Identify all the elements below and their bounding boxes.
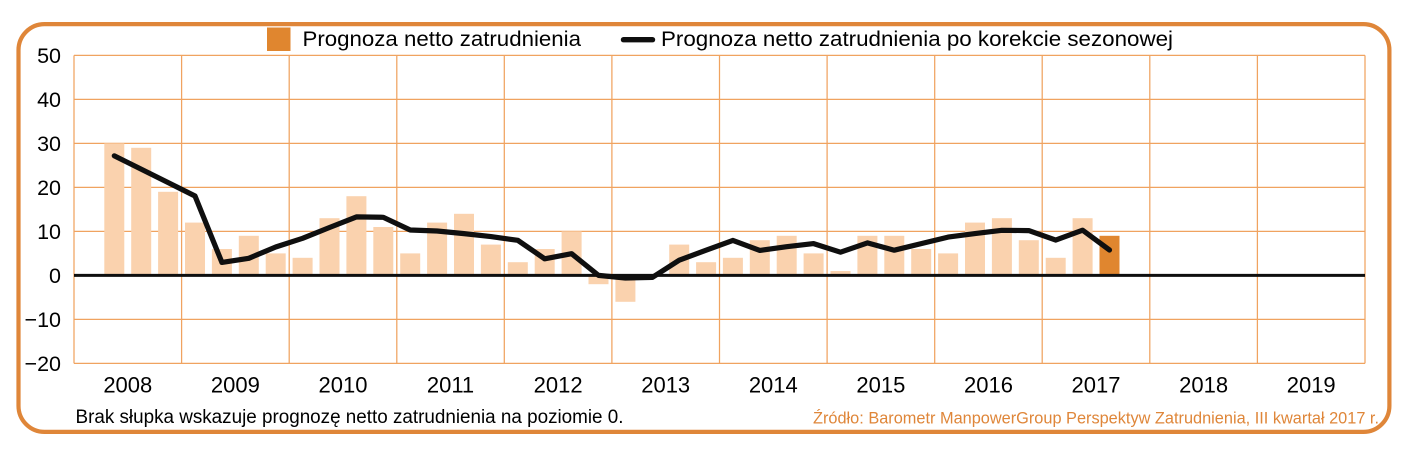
svg-text:30: 30 <box>37 132 61 156</box>
svg-text:50: 50 <box>37 44 61 68</box>
svg-text:2012: 2012 <box>534 372 583 397</box>
svg-text:2018: 2018 <box>1179 372 1228 397</box>
svg-text:2015: 2015 <box>856 372 905 397</box>
svg-text:10: 10 <box>37 220 61 244</box>
svg-text:2017: 2017 <box>1072 372 1121 397</box>
svg-text:2019: 2019 <box>1287 372 1336 397</box>
svg-text:2013: 2013 <box>641 372 690 397</box>
svg-text:Źródło: Barometr ManpowerGroup: Źródło: Barometr ManpowerGroup Perspekty… <box>813 409 1379 428</box>
svg-text:−10: −10 <box>25 308 62 332</box>
svg-text:0: 0 <box>49 264 61 288</box>
svg-text:2016: 2016 <box>964 372 1013 397</box>
svg-text:Brak słupka wskazuje prognozę: Brak słupka wskazuje prognozę netto zatr… <box>76 407 624 428</box>
svg-text:−20: −20 <box>25 352 62 376</box>
svg-text:2008: 2008 <box>103 372 152 397</box>
svg-text:2014: 2014 <box>749 372 798 397</box>
svg-text:Prognoza netto zatrudnienia: Prognoza netto zatrudnienia <box>303 28 582 51</box>
svg-text:40: 40 <box>37 88 61 112</box>
svg-text:20: 20 <box>37 176 61 200</box>
svg-text:2011: 2011 <box>427 372 474 397</box>
svg-text:Prognoza netto zatrudnienia po: Prognoza netto zatrudnienia po korekcie … <box>661 28 1173 51</box>
svg-text:2009: 2009 <box>211 372 260 397</box>
svg-text:2010: 2010 <box>319 372 368 397</box>
